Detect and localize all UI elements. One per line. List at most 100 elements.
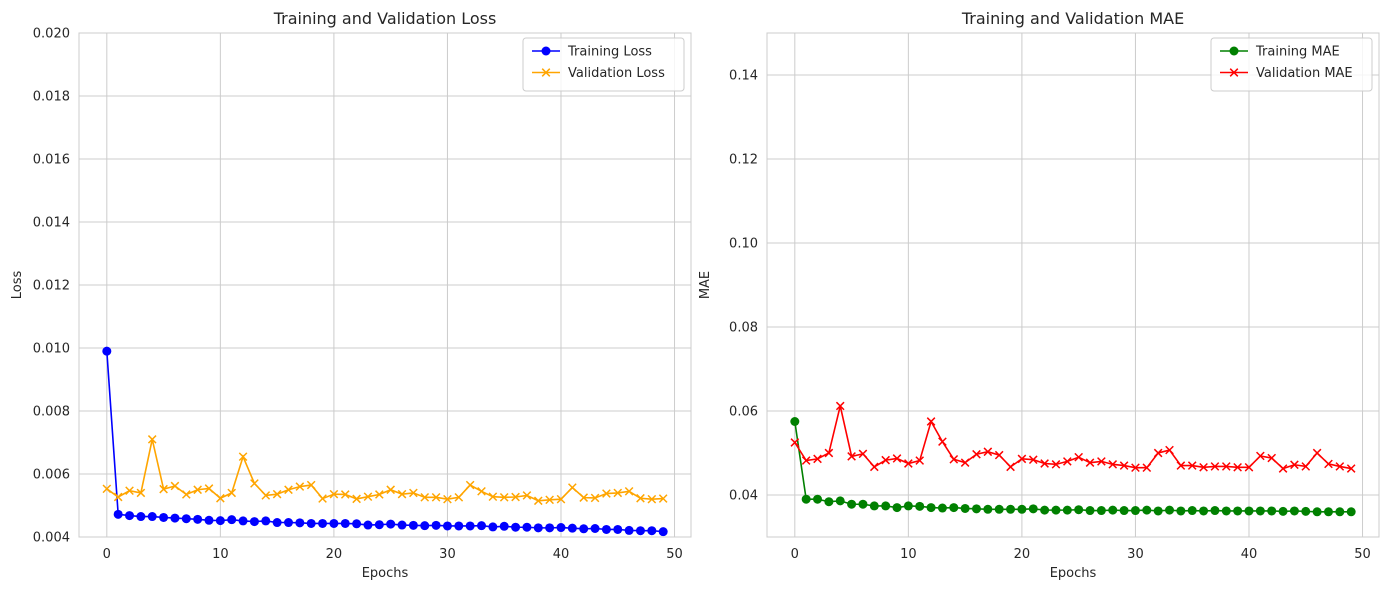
loss-data-point bbox=[613, 488, 623, 498]
mae-data-point bbox=[1346, 464, 1356, 473]
loss-data-point bbox=[329, 518, 339, 528]
loss-data-point bbox=[238, 452, 248, 462]
loss-data-point bbox=[397, 520, 407, 530]
loss-data-point bbox=[318, 518, 328, 528]
mae-data-point bbox=[1221, 506, 1231, 516]
loss-data-point bbox=[579, 493, 589, 502]
mae-data-point bbox=[881, 455, 890, 465]
mae-data-point bbox=[1108, 505, 1118, 515]
loss-grid bbox=[79, 32, 691, 538]
loss-data-point bbox=[568, 483, 577, 492]
mae-data-point bbox=[1096, 506, 1106, 516]
mae-chart-xlabel: Epochs bbox=[1050, 566, 1097, 581]
loss-data-point bbox=[409, 488, 418, 498]
mae-legend-swatch-marker bbox=[1229, 68, 1239, 77]
mae-data-point bbox=[904, 459, 913, 468]
mae-data-point bbox=[938, 437, 947, 446]
mae-data-point bbox=[1221, 462, 1231, 471]
mae-data-point bbox=[1051, 505, 1061, 515]
mae-data-point bbox=[1187, 461, 1197, 470]
loss-data-point bbox=[147, 435, 157, 444]
mae-data-point bbox=[869, 501, 879, 511]
mae-data-point bbox=[1335, 462, 1345, 471]
mae-data-point bbox=[1255, 506, 1265, 516]
loss-data-point bbox=[216, 493, 225, 503]
loss-chart-xlabel: Epochs bbox=[362, 566, 409, 581]
loss-legend-label: Training Loss bbox=[567, 45, 652, 60]
loss-data-point bbox=[431, 492, 441, 502]
loss-data-point bbox=[465, 480, 475, 490]
loss-data-point bbox=[442, 521, 452, 531]
mae-data-point bbox=[1153, 506, 1163, 516]
loss-data-point bbox=[340, 490, 350, 499]
mae-data-point bbox=[1051, 460, 1061, 469]
mae-data-point bbox=[1040, 505, 1050, 515]
loss-data-point bbox=[386, 519, 396, 529]
mae-data-point bbox=[1074, 505, 1084, 515]
loss-data-point bbox=[363, 520, 373, 530]
mae-data-point bbox=[1119, 506, 1129, 516]
loss-data-point bbox=[238, 516, 248, 526]
mae-data-point bbox=[1256, 451, 1265, 461]
mae-data-point bbox=[1097, 457, 1106, 466]
loss-x-tick-label: 40 bbox=[553, 547, 570, 562]
mae-data-point bbox=[1017, 504, 1027, 514]
loss-data-point bbox=[261, 491, 271, 500]
loss-data-point bbox=[658, 527, 668, 537]
mae-data-point bbox=[903, 501, 913, 511]
loss-data-point bbox=[590, 523, 600, 533]
mae-data-point bbox=[1323, 507, 1333, 517]
loss-y-tick-label: 0.006 bbox=[33, 468, 70, 483]
mae-data-point bbox=[824, 497, 834, 507]
loss-data-point bbox=[636, 493, 645, 503]
loss-data-point bbox=[420, 521, 430, 531]
loss-data-point bbox=[250, 479, 259, 488]
mae-legend-swatch-marker bbox=[1229, 46, 1239, 56]
loss-data-point bbox=[261, 516, 271, 526]
mae-data-point bbox=[813, 454, 822, 464]
mae-data-point bbox=[1267, 453, 1277, 463]
mae-data-point bbox=[926, 417, 936, 426]
mae-data-point bbox=[1119, 461, 1129, 470]
loss-data-point bbox=[647, 494, 657, 504]
loss-data-point bbox=[477, 486, 486, 496]
mae-series-training bbox=[790, 417, 1356, 517]
mae-data-point bbox=[813, 494, 823, 504]
mae-data-point bbox=[835, 496, 845, 506]
loss-x-tick-label: 50 bbox=[666, 547, 683, 562]
mae-data-point bbox=[858, 449, 868, 459]
loss-data-point bbox=[159, 484, 168, 494]
mae-data-point bbox=[847, 452, 856, 461]
loss-data-point bbox=[249, 517, 259, 527]
loss-data-point bbox=[602, 489, 611, 498]
loss-data-point bbox=[556, 494, 566, 504]
mae-data-point bbox=[949, 503, 959, 513]
mae-y-tick-label: 0.04 bbox=[729, 489, 758, 504]
loss-data-point bbox=[647, 526, 657, 536]
loss-y-tick-label: 0.004 bbox=[33, 531, 70, 546]
loss-y-tick-label: 0.018 bbox=[33, 90, 70, 105]
mae-data-point bbox=[1085, 458, 1095, 467]
mae-data-point bbox=[1312, 507, 1322, 517]
mae-data-point bbox=[915, 456, 925, 465]
loss-data-point bbox=[272, 489, 282, 499]
loss-legend: Training Loss Validation Loss bbox=[522, 37, 685, 92]
loss-data-point bbox=[113, 509, 123, 519]
loss-x-tick-label: 20 bbox=[326, 547, 343, 562]
loss-data-point bbox=[545, 523, 555, 533]
loss-data-point bbox=[624, 486, 634, 496]
mae-legend-label: Validation MAE bbox=[1256, 66, 1353, 81]
mae-data-point bbox=[983, 447, 993, 457]
mae-data-point bbox=[1210, 506, 1220, 516]
mae-data-point bbox=[858, 499, 868, 509]
loss-x-tick-label: 0 bbox=[103, 547, 111, 562]
mae-data-point bbox=[790, 417, 800, 426]
mae-chart-ylabel: MAE bbox=[698, 271, 713, 299]
loss-data-point bbox=[533, 523, 543, 533]
loss-data-point bbox=[511, 522, 521, 532]
mae-chart: Training and Validation MAE Epochs MAE 0… bbox=[698, 9, 1380, 581]
loss-data-point bbox=[295, 482, 305, 491]
loss-data-point bbox=[658, 494, 668, 503]
loss-data-point bbox=[613, 524, 623, 534]
mae-data-point bbox=[881, 501, 891, 511]
